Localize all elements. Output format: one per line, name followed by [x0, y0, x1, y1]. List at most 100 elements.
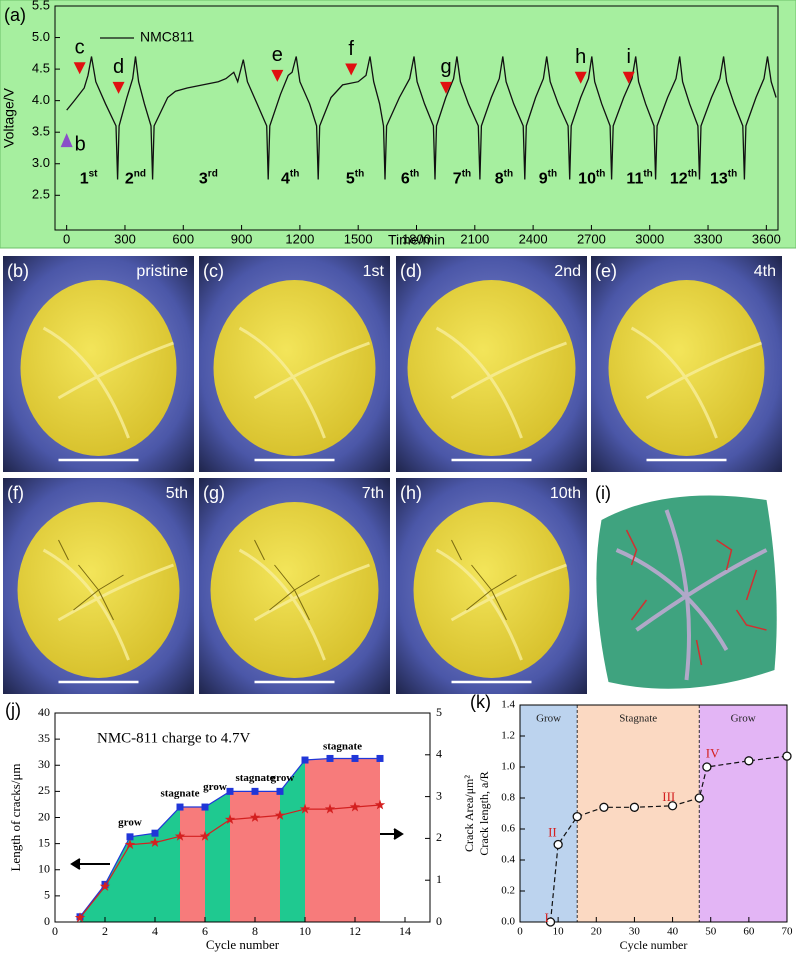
annotation-label: c	[75, 37, 85, 59]
x-tick-label: 2	[102, 924, 108, 938]
data-marker	[199, 830, 211, 841]
x-tick-label: 12	[349, 924, 361, 938]
y-tick-label: 0.8	[501, 792, 515, 804]
data-marker	[149, 837, 161, 847]
cycle-number: 7	[453, 171, 462, 188]
arrow-left	[70, 858, 110, 870]
annotation-label: stagnate	[323, 740, 362, 752]
y-tick-label: 4.0	[32, 92, 50, 107]
particle-ridge	[630, 326, 763, 439]
y2-tick-label: 1	[436, 872, 442, 886]
crack-lines	[615, 509, 768, 681]
data-marker	[376, 754, 384, 762]
y-tick-label: 0.4	[501, 854, 515, 866]
annotation-marker	[73, 62, 86, 75]
x-tick-label: 3000	[635, 231, 664, 246]
arrow-right	[377, 814, 404, 840]
image-caption: 5th	[166, 485, 188, 502]
particle	[20, 280, 177, 456]
data-marker	[276, 787, 284, 795]
y-tick-label: 0.2	[501, 885, 515, 897]
region	[577, 705, 700, 922]
data-marker	[174, 830, 186, 841]
cycle-number: 12	[670, 171, 688, 188]
x-tick-label: 3600	[752, 231, 781, 246]
chart: Grow Stagnate Grow 0 10 20 30 40 50 60 70 0.0 0.2 0.4…	[462, 692, 793, 952]
data-marker	[572, 811, 582, 822]
y-tick-label: 25	[38, 783, 50, 797]
cycle-number: 11	[626, 171, 643, 188]
data-marker	[249, 812, 261, 822]
panel-label: (k)	[470, 692, 491, 712]
particle	[213, 280, 376, 456]
data-marker	[251, 787, 259, 795]
area-region	[230, 791, 280, 922]
data-marker	[744, 756, 754, 766]
y-tick-label: 20	[38, 809, 50, 823]
x-tick-label: 3300	[694, 231, 723, 246]
particle-cracks	[58, 539, 124, 621]
region	[520, 705, 578, 922]
y-axis-label: Crack Area/μm²	[462, 775, 476, 852]
y-axis-label: Length of cracks/μm	[8, 763, 23, 871]
cycle-suffix: th	[688, 168, 697, 179]
image-panel: 2nd (d)	[396, 256, 587, 472]
image-panel: 1st (c)	[199, 256, 390, 472]
image-label: (b)	[7, 261, 29, 281]
annotation-label: stagnate	[160, 788, 199, 800]
cycle-number: 9	[539, 171, 548, 188]
cycle-suffix: rd	[208, 168, 218, 179]
x-tick-label: 900	[231, 231, 253, 246]
image-panel: 4th (e)	[591, 256, 782, 472]
data-marker	[126, 833, 134, 841]
cycle-label: 10th	[578, 168, 605, 188]
y-tick-label: 0.6	[501, 823, 515, 835]
image-caption: 1st	[363, 263, 385, 280]
particle-ridge	[435, 548, 568, 661]
cycle-label: 8th	[495, 168, 513, 188]
x-tick-label: 600	[172, 231, 194, 246]
annotation-label: grow	[203, 781, 227, 793]
annotation-label: e	[272, 44, 283, 66]
x-tick-label: 10	[299, 924, 311, 938]
data-marker	[99, 881, 111, 891]
image-label: (c)	[203, 261, 224, 281]
annotation-marker	[440, 81, 453, 94]
cycle-number: 3	[199, 171, 208, 188]
x-tick-label: 70	[782, 926, 794, 938]
annotation-marker	[112, 81, 125, 94]
data-marker	[545, 917, 556, 927]
cycle-label: 7th	[453, 168, 471, 188]
area-region	[280, 760, 305, 922]
cycle-suffix: nd	[134, 168, 146, 179]
y2-tick-label: 5	[436, 705, 442, 719]
cycle-suffix: th	[410, 168, 419, 179]
y-tick-label: 5.0	[32, 29, 50, 44]
annotation-label: I	[545, 910, 549, 925]
plot-frame	[519, 704, 788, 923]
cycle-suffix: th	[596, 168, 605, 179]
y-tick-label: 0.0	[501, 916, 515, 928]
annotation-label: stagnate	[235, 772, 274, 784]
y-tick-label: 35	[38, 731, 50, 745]
x-axis-label: Cycle number	[206, 937, 280, 952]
y-tick-label: 40	[38, 705, 50, 719]
data-marker	[176, 803, 184, 811]
series-line	[66, 56, 777, 180]
annotation-marker	[574, 71, 587, 84]
y-tick-label: 10	[38, 862, 50, 876]
data-marker	[201, 803, 209, 811]
cycle-number: 8	[495, 171, 504, 188]
data-marker	[299, 803, 311, 814]
y-tick-label: 3.5	[32, 124, 50, 139]
data-marker	[782, 751, 792, 761]
cycle-number: 2	[125, 171, 134, 188]
x-tick-label: 2100	[460, 231, 489, 246]
particle-cracks	[451, 539, 517, 621]
y-tick-label: 15	[38, 835, 50, 849]
cycle-number: 13	[710, 171, 728, 188]
annotation-label: grow	[118, 816, 142, 828]
annotation-label: i	[627, 46, 631, 68]
x-tick-label: 60	[743, 926, 755, 938]
